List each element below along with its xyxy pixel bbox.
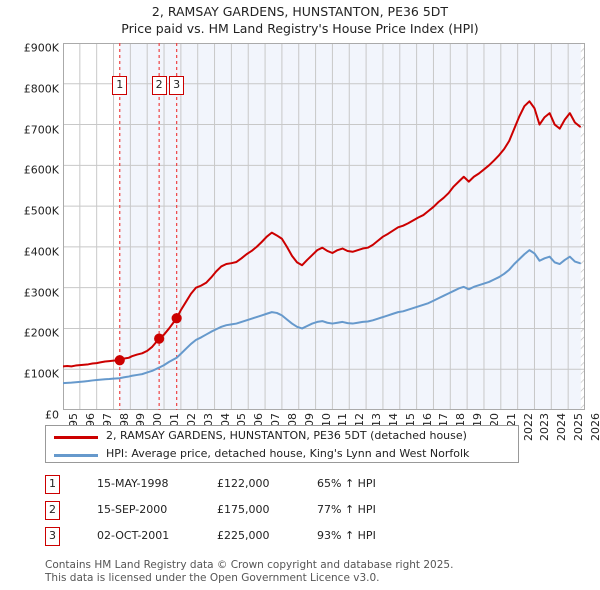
- transaction-row[interactable]: 3 02-OCT-2001 £225,000 93% ↑ HPI: [45, 525, 515, 551]
- transaction-index-badge: 2: [45, 501, 60, 520]
- title-line-2: Price paid vs. HM Land Registry's House …: [121, 21, 479, 36]
- x-axis-tick-label: 2022: [521, 413, 535, 441]
- transaction-date: 15-SEP-2000: [97, 503, 168, 516]
- transaction-date: 15-MAY-1998: [97, 477, 169, 490]
- y-axis-tick-label: £300K: [23, 286, 59, 300]
- y-axis-tick-label: £900K: [23, 41, 59, 55]
- transaction-hpi-delta: 65% ↑ HPI: [317, 477, 376, 490]
- y-axis-tick-label: £700K: [23, 123, 59, 137]
- transaction-price: £122,000: [217, 477, 270, 490]
- transaction-hpi-delta: 77% ↑ HPI: [317, 503, 376, 516]
- y-axis-tick-label: £0: [45, 408, 59, 422]
- footer-line-1: Contains HM Land Registry data © Crown c…: [45, 559, 454, 571]
- plot-area: [63, 43, 585, 410]
- x-axis-tick-label: 2023: [538, 413, 552, 441]
- transaction-price: £225,000: [217, 529, 270, 542]
- legend-label: HPI: Average price, detached house, King…: [106, 447, 470, 460]
- transaction-price: £175,000: [217, 503, 270, 516]
- title-line-1: 2, RAMSAY GARDENS, HUNSTANTON, PE36 5DT: [151, 4, 449, 19]
- legend-color-swatch: [54, 436, 98, 439]
- legend-label: 2, RAMSAY GARDENS, HUNSTANTON, PE36 5DT …: [106, 429, 467, 442]
- transaction-hpi-delta: 93% ↑ HPI: [317, 529, 376, 542]
- transaction-date: 02-OCT-2001: [97, 529, 170, 542]
- footer-attribution: Contains HM Land Registry data © Crown c…: [45, 559, 565, 585]
- y-axis-labels: £0 £100K £200K £300K £400K £500K £600K £700K £80…: [0, 41, 59, 422]
- y-axis-tick-label: £100K: [23, 367, 59, 381]
- x-axis-tick-label: 2025: [572, 413, 586, 441]
- chart-marker-2[interactable]: 2: [151, 76, 167, 95]
- transactions-table: 1 15-MAY-1998 £122,000 65% ↑ HPI 2 15-SEP-200…: [45, 473, 515, 551]
- y-axis-tick-label: £400K: [23, 245, 59, 259]
- footer-line-2: This data is licensed under the Open Gov…: [45, 572, 380, 584]
- chart-marker-1[interactable]: 1: [112, 76, 128, 95]
- page-title: 2, RAMSAY GARDENS, HUNSTANTON, PE36 5DT …: [0, 3, 600, 37]
- y-axis-tick-label: £200K: [23, 326, 59, 340]
- chart: £0 £100K £200K £300K £400K £500K £600K £700K £80…: [0, 38, 600, 442]
- plot-svg: [63, 43, 585, 410]
- y-axis-tick-label: £600K: [23, 163, 59, 177]
- transaction-index-badge: 3: [45, 527, 60, 546]
- y-axis-tick-label: £800K: [23, 82, 59, 96]
- y-axis-tick-label: £500K: [23, 204, 59, 218]
- transaction-row[interactable]: 2 15-SEP-2000 £175,000 77% ↑ HPI: [45, 499, 515, 525]
- transaction-index-badge: 1: [45, 475, 60, 494]
- legend-item-price-paid-series[interactable]: 2, RAMSAY GARDENS, HUNSTANTON, PE36 5DT …: [46, 427, 518, 446]
- x-axis-tick-label: 2026: [589, 413, 600, 441]
- x-axis-tick-label: 2024: [555, 413, 569, 441]
- transaction-row[interactable]: 1 15-MAY-1998 £122,000 65% ↑ HPI: [45, 473, 515, 499]
- legend-color-swatch: [54, 454, 98, 457]
- chart-marker-3[interactable]: 3: [169, 76, 185, 95]
- chart-legend: 2, RAMSAY GARDENS, HUNSTANTON, PE36 5DT …: [45, 425, 519, 463]
- legend-item-hpi-series[interactable]: HPI: Average price, detached house, King…: [46, 445, 518, 464]
